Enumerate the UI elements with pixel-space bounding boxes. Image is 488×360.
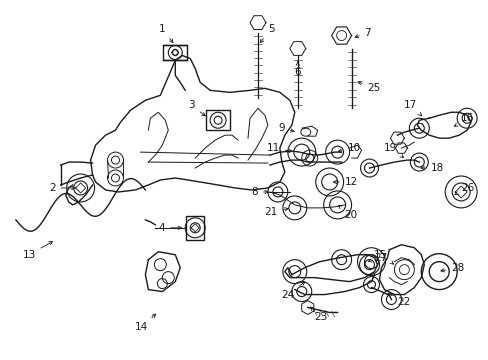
Text: 4: 4	[159, 223, 181, 233]
Text: 15: 15	[373, 250, 393, 264]
Text: 22: 22	[387, 293, 410, 306]
Text: 19: 19	[384, 143, 403, 158]
Text: 17: 17	[403, 100, 421, 116]
Text: 8: 8	[251, 187, 267, 197]
Text: 11: 11	[266, 143, 291, 153]
Bar	[163, 45, 187, 60]
Text: 13: 13	[22, 242, 52, 260]
Text: 26: 26	[454, 183, 473, 194]
Text: 24: 24	[281, 282, 304, 300]
Text: 9: 9	[278, 123, 294, 133]
Text: 1: 1	[159, 24, 173, 42]
Text: 20: 20	[338, 206, 357, 220]
Text: 10: 10	[338, 143, 360, 153]
Bar	[206, 110, 229, 130]
Text: 18: 18	[420, 163, 444, 173]
Text: 5: 5	[260, 24, 274, 42]
Bar	[186, 216, 203, 240]
Text: 6: 6	[294, 62, 301, 77]
Text: 2: 2	[49, 183, 75, 193]
Text: 12: 12	[333, 177, 357, 187]
Text: 14: 14	[135, 314, 155, 332]
Text: 7: 7	[354, 28, 370, 38]
Text: 21: 21	[264, 207, 287, 217]
Text: 28: 28	[440, 263, 464, 273]
Text: 3: 3	[188, 100, 205, 116]
Text: 23: 23	[310, 307, 327, 323]
Text: 16: 16	[453, 113, 473, 126]
Text: 25: 25	[357, 81, 380, 93]
Text: 27: 27	[367, 253, 387, 263]
